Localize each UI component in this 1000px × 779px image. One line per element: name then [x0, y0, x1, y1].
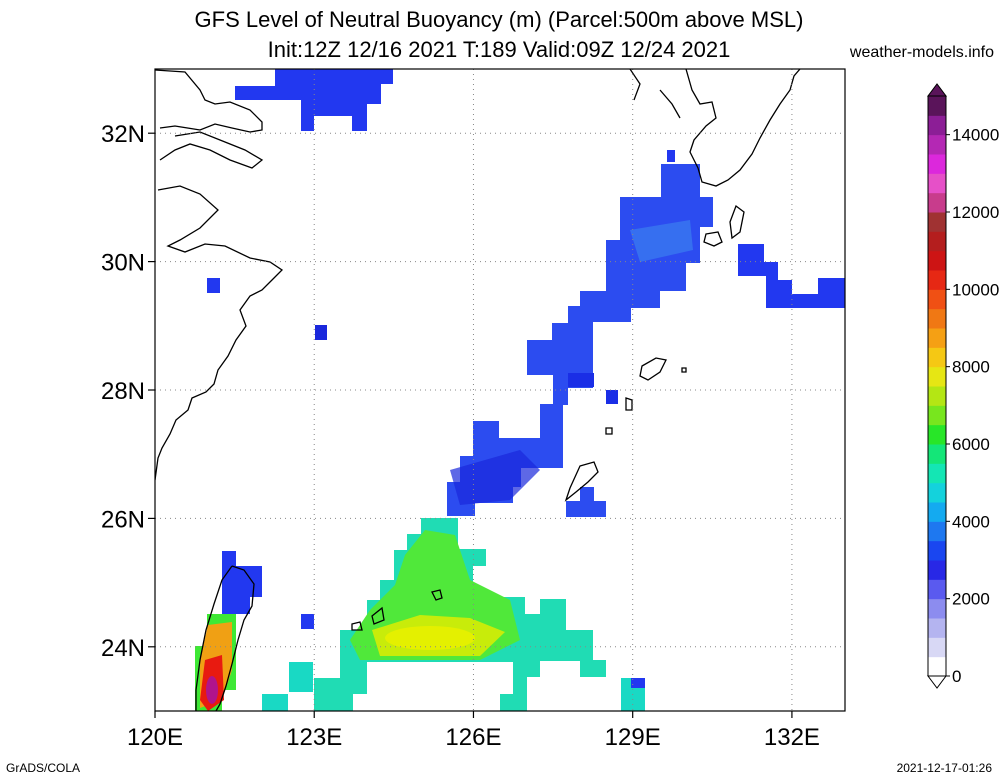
lon-tick-label: 126E [445, 724, 501, 751]
field-patch-east [738, 244, 845, 308]
longitude-labels: 120E 123E 126E 129E 132E [127, 724, 820, 751]
axis-ticks [148, 132, 793, 718]
colorbar-segment [928, 521, 946, 542]
colorbar-segment [928, 173, 946, 194]
coast-japan-kyushu [685, 69, 801, 187]
coast-miyako [431, 589, 443, 601]
buoyancy-field [195, 69, 845, 711]
colorbar-label: 4000 [952, 512, 990, 531]
field-cell [301, 614, 314, 629]
field-patch-taiwan-max [206, 676, 218, 704]
lon-tick-label: 123E [286, 724, 342, 751]
colorbar-min-arrow [927, 675, 947, 689]
coast-taiwan [195, 565, 255, 711]
coast-yakushima [703, 231, 723, 247]
field-patch-core [385, 626, 475, 650]
colorbar-segment [928, 444, 946, 464]
coast-amami [639, 357, 667, 381]
colorbar-segment [928, 289, 946, 310]
colorbar-segment [928, 598, 946, 619]
field-band-dark [450, 450, 540, 505]
field-band-core [630, 220, 693, 262]
colorbar-segment [928, 618, 946, 638]
software-credit: GrADS/COLA [6, 761, 81, 775]
colorbar-segment [928, 540, 946, 561]
lon-tick-label: 129E [605, 724, 661, 751]
latitude-labels: 24N 26N 28N 30N 32N [101, 121, 145, 662]
colorbar-segment [928, 212, 946, 232]
colorbar-segment [928, 579, 946, 600]
field-cell [667, 150, 675, 162]
colorbar-segment [928, 134, 946, 155]
colorbar-label: 14000 [952, 126, 999, 145]
colorbar-segment [928, 656, 946, 677]
colorbar-label: 6000 [952, 435, 990, 454]
field-cell [580, 660, 606, 676]
colorbar-label: 0 [952, 667, 961, 686]
chart-title: GFS Level of Neutral Buoyancy (m) (Parce… [194, 7, 804, 32]
colorbar-segment [928, 328, 946, 348]
coast-japan-west [629, 69, 681, 119]
lat-tick-label: 28N [101, 378, 145, 405]
lat-tick-label: 24N [101, 635, 145, 662]
coastlines [155, 69, 801, 711]
colorbar-segment [928, 192, 946, 213]
lon-tick-label: 120E [127, 724, 183, 751]
colorbar-max-arrow [927, 83, 947, 97]
field-cell [207, 278, 220, 293]
field-cell [566, 501, 606, 517]
coast-islet [605, 367, 687, 435]
lat-tick-label: 32N [101, 121, 145, 148]
colorbar-segment [928, 637, 946, 658]
field-cell [289, 662, 313, 692]
site-label: weather-models.info [849, 44, 994, 61]
colorbar-segment [928, 502, 946, 522]
graticule [155, 69, 845, 711]
lat-tick-label: 30N [101, 250, 145, 277]
colorbar-segment [928, 250, 946, 271]
colorbar-label: 2000 [952, 590, 990, 609]
colorbar-segment [928, 154, 946, 174]
colorbar-segment [928, 366, 946, 387]
lon-tick-label: 132E [764, 724, 820, 751]
colorbar-segment [928, 560, 946, 580]
colorbar-segment [928, 347, 946, 368]
field-cell [315, 325, 327, 340]
colorbar-label: 8000 [952, 358, 990, 377]
colorbar-labels: 0 2000 4000 6000 8000 10000 12000 14000 [952, 126, 999, 686]
field-cell [568, 373, 594, 387]
colorbar [927, 83, 950, 689]
colorbar-segment [928, 231, 946, 252]
colorbar-segment [928, 115, 946, 136]
colorbar-segment [928, 270, 946, 290]
chart-subtitle: Init:12Z 12/16 2021 T:189 Valid:09Z 12/2… [267, 37, 731, 62]
colorbar-label: 12000 [952, 203, 999, 222]
field-cell [631, 678, 645, 688]
field-cell [262, 694, 288, 711]
colorbar-label: 10000 [952, 280, 999, 299]
lat-tick-label: 26N [101, 506, 145, 533]
field-cell [500, 694, 527, 711]
field-cell [606, 390, 618, 404]
colorbar-segment [928, 405, 946, 426]
coast-tanegashima [729, 204, 745, 240]
colorbar-segment [928, 463, 946, 484]
generation-timestamp: 2021-12-17-01:26 [896, 761, 992, 775]
coast-ishigaki [351, 606, 385, 631]
colorbar-segment [928, 308, 946, 329]
coast-tokunoshima [625, 397, 633, 411]
colorbar-segment [928, 96, 946, 116]
field-cell [580, 487, 594, 501]
colorbar-segment [928, 424, 946, 445]
coast-okinawa [564, 461, 599, 502]
colorbar-segment [928, 482, 946, 503]
coast-china [155, 69, 284, 481]
colorbar-segment [928, 386, 946, 406]
